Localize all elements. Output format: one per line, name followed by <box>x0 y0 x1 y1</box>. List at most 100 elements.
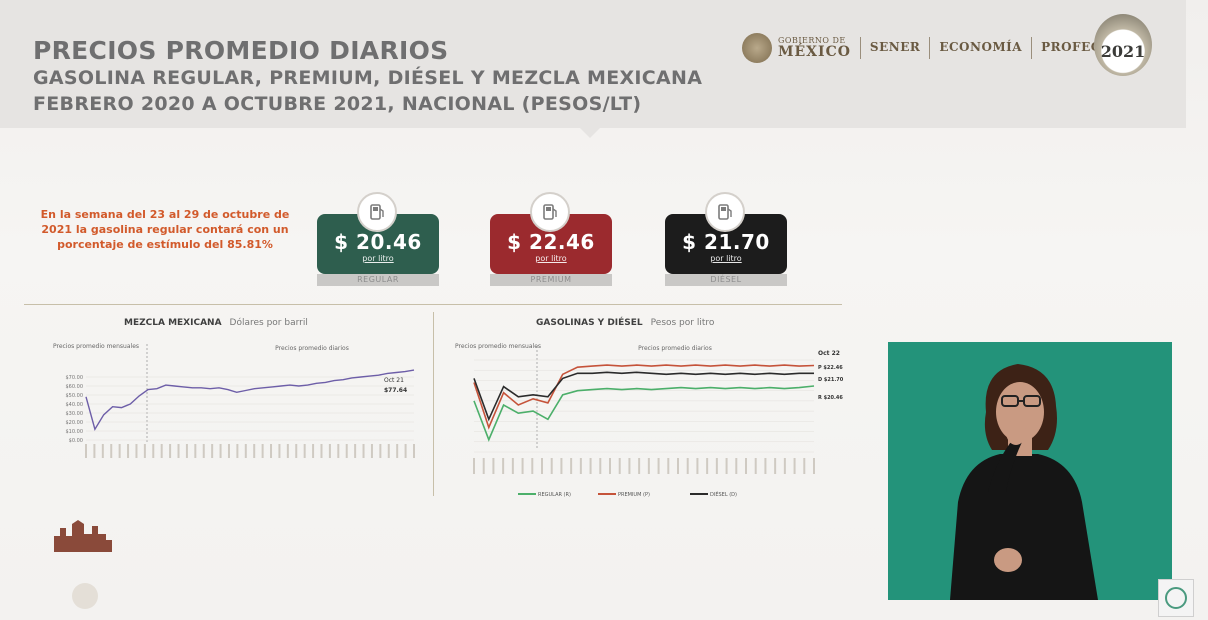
palace-illustration-icon <box>52 516 114 554</box>
left-x-tick <box>303 444 306 458</box>
right-x-tick <box>570 458 573 474</box>
left-x-tick <box>236 444 239 458</box>
left-x-tick <box>202 444 205 458</box>
left-x-tick <box>328 444 331 458</box>
left-x-tick <box>85 444 87 458</box>
left-end-value: $77.64 <box>384 387 407 394</box>
interpreter-figure <box>888 342 1172 600</box>
right-x-tick <box>754 458 757 474</box>
left-y-tick: $50.00 <box>66 393 84 399</box>
right-x-tick <box>803 458 806 474</box>
left-x-tick <box>413 444 415 458</box>
left-y-tick: $30.00 <box>66 411 84 417</box>
right-x-tick <box>550 458 553 474</box>
right-x-tick <box>677 458 679 474</box>
left-x-tick <box>337 444 340 458</box>
page-subtitle: GASOLINA REGULAR, PREMIUM, DIÉSEL Y MEZC… <box>33 67 703 89</box>
legend-diesel: DIÉSEL (D) <box>710 490 737 498</box>
header-banner: PRECIOS PROMEDIO DIARIOS GASOLINA REGULA… <box>0 0 1186 138</box>
right-note-monthly: Precios promedio mensuales <box>455 343 541 350</box>
right-x-tick <box>541 458 543 474</box>
price-unit: por litro <box>710 254 742 263</box>
left-x-tick <box>261 444 264 458</box>
right-end-premium: P $22.46 <box>818 365 843 371</box>
left-x-tick <box>404 444 407 458</box>
left-chart-title: MEZCLA MEXICANA Dólares por barril <box>124 318 308 328</box>
right-x-tick <box>589 458 592 474</box>
left-series-line <box>85 369 415 431</box>
logo-separator <box>859 37 861 59</box>
header-notch <box>578 126 602 138</box>
price-unit: por litro <box>362 254 394 263</box>
right-x-tick <box>521 458 524 474</box>
chart-divider <box>433 312 434 496</box>
left-x-tick <box>370 444 373 458</box>
right-x-tick <box>725 458 728 474</box>
left-x-tick <box>194 444 197 458</box>
left-y-tick: $70.00 <box>66 375 84 381</box>
left-x-tick <box>286 444 289 458</box>
left-x-tick <box>244 444 247 458</box>
left-end-date: Oct 21 <box>384 377 404 384</box>
left-x-tick <box>295 444 298 458</box>
left-series <box>85 369 415 431</box>
left-x-tick <box>110 444 113 458</box>
left-y-axis: $70.00 $60.00 $50.00 $40.00 $30.00 $20.00 $10.… <box>66 375 84 444</box>
page-subtitle-period: FEBRERO 2020 A OCTUBRE 2021, NACIONAL (P… <box>33 93 642 115</box>
right-x-tick <box>735 458 738 474</box>
left-y-tick: $10.00 <box>66 429 84 435</box>
national-seal-icon <box>742 33 772 63</box>
right-series <box>473 364 815 442</box>
fuel-type-label: REGULAR <box>317 274 439 286</box>
left-x-tick <box>270 444 273 458</box>
left-x-tick <box>345 444 348 458</box>
right-chart-title: GASOLINAS Y DIÉSEL Pesos por litro <box>536 318 715 328</box>
left-x-tick <box>211 444 214 458</box>
logo-separator <box>1031 37 1033 59</box>
right-x-tick <box>793 458 796 474</box>
right-end-date: Oct 22 <box>818 350 840 357</box>
right-x-tick <box>609 458 611 474</box>
left-y-tick: $60.00 <box>66 384 84 390</box>
left-x-tick <box>219 444 222 458</box>
left-x-axis <box>85 444 415 458</box>
right-legend: REGULAR (R) PREMIUM (P) DIÉSEL (D) <box>518 490 737 498</box>
price-unit: por litro <box>535 254 567 263</box>
left-x-tick <box>312 444 315 458</box>
left-note-monthly: Precios promedio mensuales <box>53 343 139 350</box>
left-x-tick <box>143 444 146 458</box>
right-x-tick <box>599 458 602 474</box>
left-y-tick: $20.00 <box>66 420 84 426</box>
left-x-tick <box>396 444 399 458</box>
left-x-tick <box>185 444 188 458</box>
right-x-tick <box>647 458 650 474</box>
right-series-line <box>473 371 814 422</box>
right-end-regular: R $20.46 <box>818 395 843 401</box>
price-card-diesel: $ 21.70 por litro DIÉSEL <box>665 192 787 288</box>
right-x-tick <box>618 458 621 474</box>
right-x-tick <box>482 458 485 474</box>
price-value: $ 21.70 <box>682 230 770 254</box>
fuel-pump-icon <box>705 192 745 232</box>
legend-regular: REGULAR (R) <box>538 492 571 498</box>
fuel-pump-icon <box>530 192 570 232</box>
right-x-tick <box>560 458 563 474</box>
left-x-tick <box>362 444 365 458</box>
right-x-tick <box>667 458 670 474</box>
right-x-tick <box>783 458 786 474</box>
right-grid <box>474 359 814 453</box>
left-x-tick <box>354 444 357 458</box>
logo-separator <box>929 37 931 59</box>
left-x-tick <box>177 444 180 458</box>
right-x-tick <box>696 458 699 474</box>
right-end-diesel: D $21.70 <box>818 377 844 383</box>
left-x-tick <box>152 444 155 458</box>
mezcla-mexicana-chart: Precios promedio mensuales Precios prome… <box>53 343 415 458</box>
fuel-pump-icon <box>357 192 397 232</box>
right-x-tick <box>492 458 495 474</box>
right-x-tick <box>686 458 689 474</box>
right-x-tick <box>774 458 777 474</box>
right-x-tick <box>813 458 815 474</box>
right-x-tick <box>745 458 747 474</box>
gasolinas-diesel-chart: Precios promedio mensuales Precios prome… <box>455 343 844 498</box>
